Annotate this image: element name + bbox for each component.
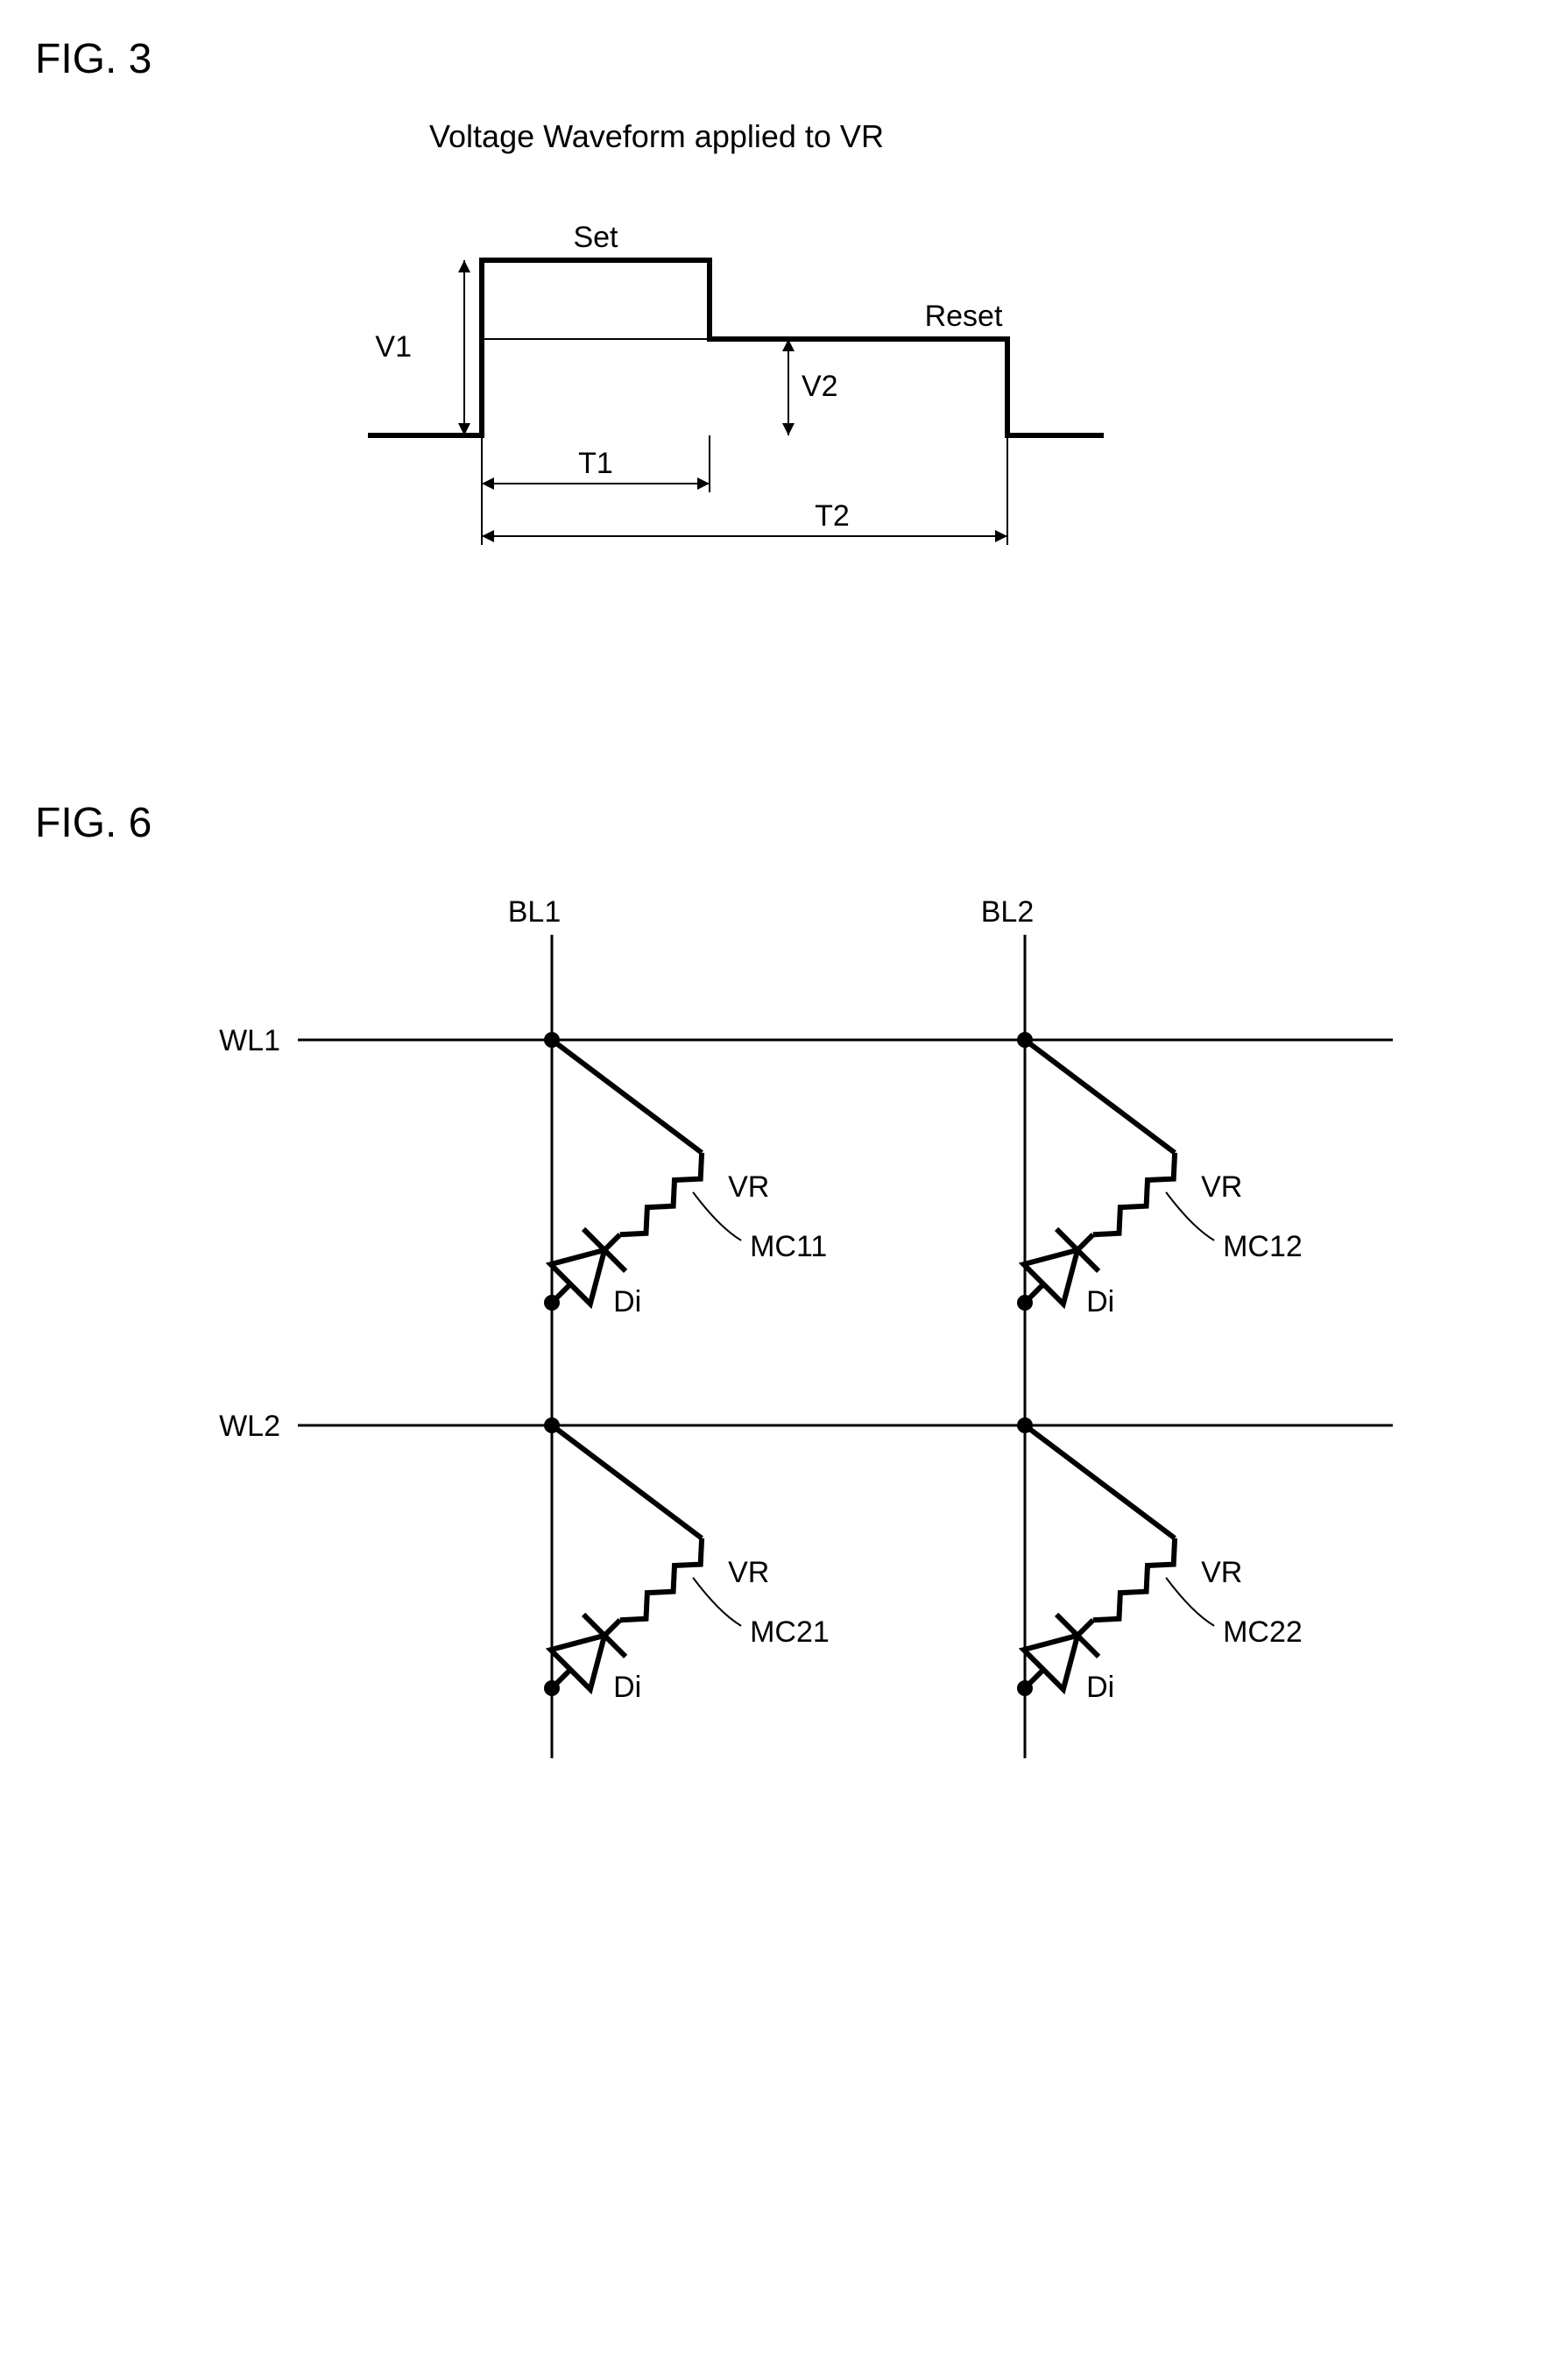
resistor-icon bbox=[620, 1538, 702, 1620]
fig6-circuit: BL1 BL2 WL1 WL2 VR Di MC11 VR Di MC12 VR Di MC21 VR Di… bbox=[166, 882, 1437, 1802]
set-label: Set bbox=[573, 221, 618, 254]
di-label: Di bbox=[1086, 1285, 1114, 1318]
wl-label: WL2 bbox=[219, 1410, 280, 1443]
t1-label: T1 bbox=[578, 447, 613, 480]
v2-label: V2 bbox=[802, 370, 838, 403]
resistor-icon bbox=[620, 1153, 702, 1234]
fig3-label: FIG. 3 bbox=[35, 35, 1533, 83]
mc-label: MC11 bbox=[750, 1230, 827, 1263]
fig3-container: Voltage Waveform applied to VR Set Reset V… bbox=[298, 118, 1533, 580]
fig6-label: FIG. 6 bbox=[35, 799, 1533, 847]
bl-label: BL1 bbox=[508, 895, 562, 929]
resistor-icon bbox=[1093, 1153, 1175, 1234]
vr-label: VR bbox=[728, 1556, 769, 1589]
di-label: Di bbox=[1086, 1671, 1114, 1704]
vr-label: VR bbox=[1201, 1556, 1242, 1589]
v1-label: V1 bbox=[375, 330, 412, 364]
bl-label: BL2 bbox=[981, 895, 1035, 929]
vr-label: VR bbox=[728, 1170, 769, 1204]
reset-label: Reset bbox=[925, 300, 1003, 333]
fig3-waveform: Set Reset V1 V2 T1 T2 bbox=[298, 173, 1174, 576]
resistor-icon bbox=[1093, 1538, 1175, 1620]
mc-label: MC21 bbox=[750, 1615, 830, 1649]
mc-label: MC12 bbox=[1223, 1230, 1303, 1263]
di-label: Di bbox=[613, 1285, 641, 1318]
di-label: Di bbox=[613, 1671, 641, 1704]
fig6-container: BL1 BL2 WL1 WL2 VR Di MC11 VR Di MC12 VR Di MC21 VR Di… bbox=[166, 882, 1533, 1806]
wl-label: WL1 bbox=[219, 1024, 280, 1057]
fig3-title: Voltage Waveform applied to VR bbox=[429, 118, 1533, 155]
vr-label: VR bbox=[1201, 1170, 1242, 1204]
t2-label: T2 bbox=[815, 499, 850, 533]
mc-label: MC22 bbox=[1223, 1615, 1303, 1649]
